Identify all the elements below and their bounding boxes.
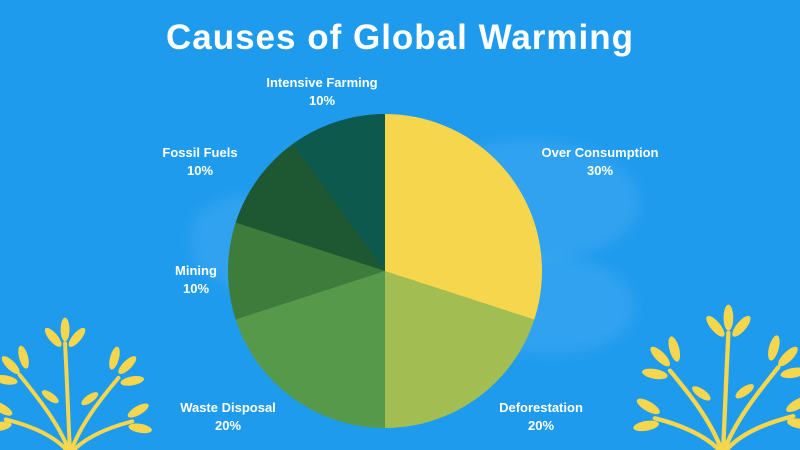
pie-label-percent: 20%	[214, 418, 242, 433]
pie-label-percent: 10%	[182, 281, 210, 296]
pie-label-name: Deforestation	[499, 400, 583, 415]
pie-label-name: Mining	[175, 263, 217, 278]
pie-label-mining: Mining 10%	[111, 262, 281, 298]
plant-decoration-icon	[633, 304, 800, 450]
pie-label-waste-disposal: Waste Disposal 20%	[143, 399, 313, 435]
pie-label-intensive-farming: Intensive Farming 10%	[237, 74, 407, 110]
pie-label-over-consumption: Over Consumption 30%	[515, 144, 685, 180]
pie-label-percent: 30%	[586, 163, 614, 178]
pie-label-name: Intensive Farming	[266, 75, 378, 90]
pie-label-percent: 10%	[186, 163, 214, 178]
plant-decoration-icon	[0, 317, 152, 450]
pie-label-deforestation: Deforestation 20%	[456, 399, 626, 435]
pie-label-percent: 20%	[527, 418, 555, 433]
pie-label-percent: 10%	[308, 93, 336, 108]
pie-label-fossil-fuels: Fossil Fuels 10%	[115, 144, 285, 180]
pie-label-name: Waste Disposal	[180, 400, 276, 415]
page-title: Causes of Global Warming	[165, 18, 635, 57]
pie-label-name: Fossil Fuels	[162, 145, 238, 160]
pie-label-name: Over Consumption	[541, 145, 659, 160]
pie-chart	[228, 114, 542, 428]
